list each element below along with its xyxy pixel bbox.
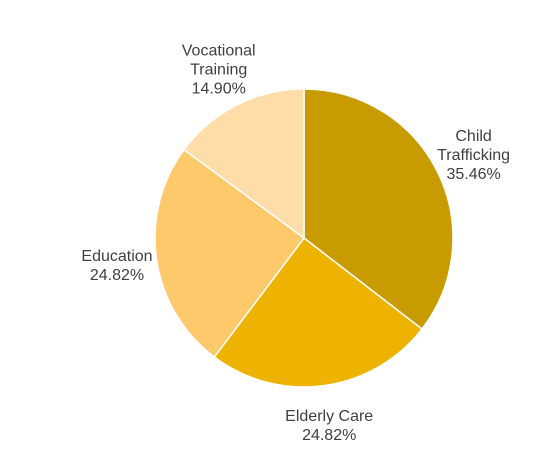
- pie-slice-category-0-1: Trafficking: [437, 147, 510, 164]
- pie-slice-category-2-0: Education: [81, 248, 152, 265]
- pie-slice-1: [213, 236, 424, 388]
- pie-slice-category-3-0: Vocational: [182, 43, 256, 60]
- labels-layer: Child Trafficking 35.46% Elderly Care 24.82%…: [81, 43, 510, 444]
- pie-slice-value-2: 24.82%: [90, 267, 144, 284]
- pie-slice-value-0: 35.46%: [446, 166, 500, 183]
- pie-slice-value-3: 14.90%: [192, 81, 246, 98]
- pie-slice-3: [182, 88, 305, 240]
- pie-slice-label-1: Elderly Care 24.82%: [285, 408, 373, 444]
- pie-slice-category-0-0: Child: [455, 128, 491, 145]
- pie-slice-label-3: Vocational Training 14.90%: [182, 43, 256, 98]
- pie-slice-label-0: Child Trafficking 35.46%: [437, 128, 510, 183]
- pie-slice-label-2: Education 24.82%: [81, 248, 152, 284]
- slices-layer: [154, 88, 454, 388]
- pie-slice-category-1-0: Elderly Care: [285, 408, 373, 425]
- pie-slice-value-1: 24.82%: [302, 427, 356, 444]
- pie-slice-2: [154, 148, 306, 359]
- pie-slice-0: [303, 88, 454, 331]
- pie-slice-category-3-1: Training: [190, 62, 247, 79]
